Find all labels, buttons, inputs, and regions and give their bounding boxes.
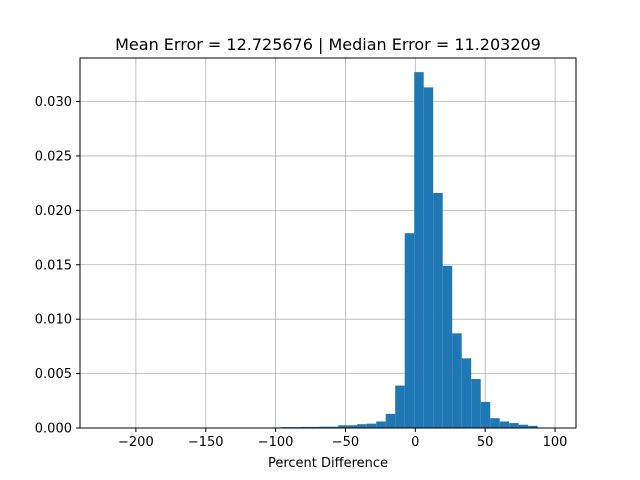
histogram-bar (357, 424, 367, 428)
histogram-bar (490, 418, 500, 428)
y-tick-label: 0.010 (35, 313, 72, 328)
y-tick-label: 0.025 (35, 149, 72, 164)
x-tick-label: 100 (543, 435, 568, 450)
histogram-bar (405, 233, 415, 428)
y-tick-label: 0.005 (35, 367, 72, 382)
histogram-bar (367, 424, 377, 428)
histogram-bar (443, 266, 453, 428)
histogram-bar (509, 423, 519, 428)
histogram-bar (481, 402, 491, 428)
y-tick-label: 0.000 (35, 422, 72, 437)
histogram-bar (452, 333, 462, 428)
histogram-bar (500, 421, 510, 428)
x-tick-label: −100 (258, 435, 294, 450)
x-tick-label: −50 (332, 435, 359, 450)
histogram-bar (414, 72, 424, 428)
histogram-bar (433, 193, 443, 428)
histogram-bar (386, 414, 396, 428)
histogram-bar (471, 379, 481, 428)
y-tick-label: 0.030 (35, 95, 72, 110)
y-tick-label: 0.015 (35, 258, 72, 273)
histogram-bar (376, 421, 386, 428)
x-tick-label: −150 (188, 435, 224, 450)
x-axis-label: Percent Difference (268, 456, 388, 471)
x-tick-label: −200 (118, 435, 154, 450)
histogram-bar (424, 87, 434, 428)
y-tick-label: 0.020 (35, 204, 72, 219)
histogram-bar (462, 358, 472, 428)
x-tick-label: 0 (411, 435, 419, 450)
histogram-bar (395, 386, 405, 428)
chart-title: Mean Error = 12.725676 | Median Error = … (115, 35, 541, 54)
x-tick-label: 50 (477, 435, 494, 450)
